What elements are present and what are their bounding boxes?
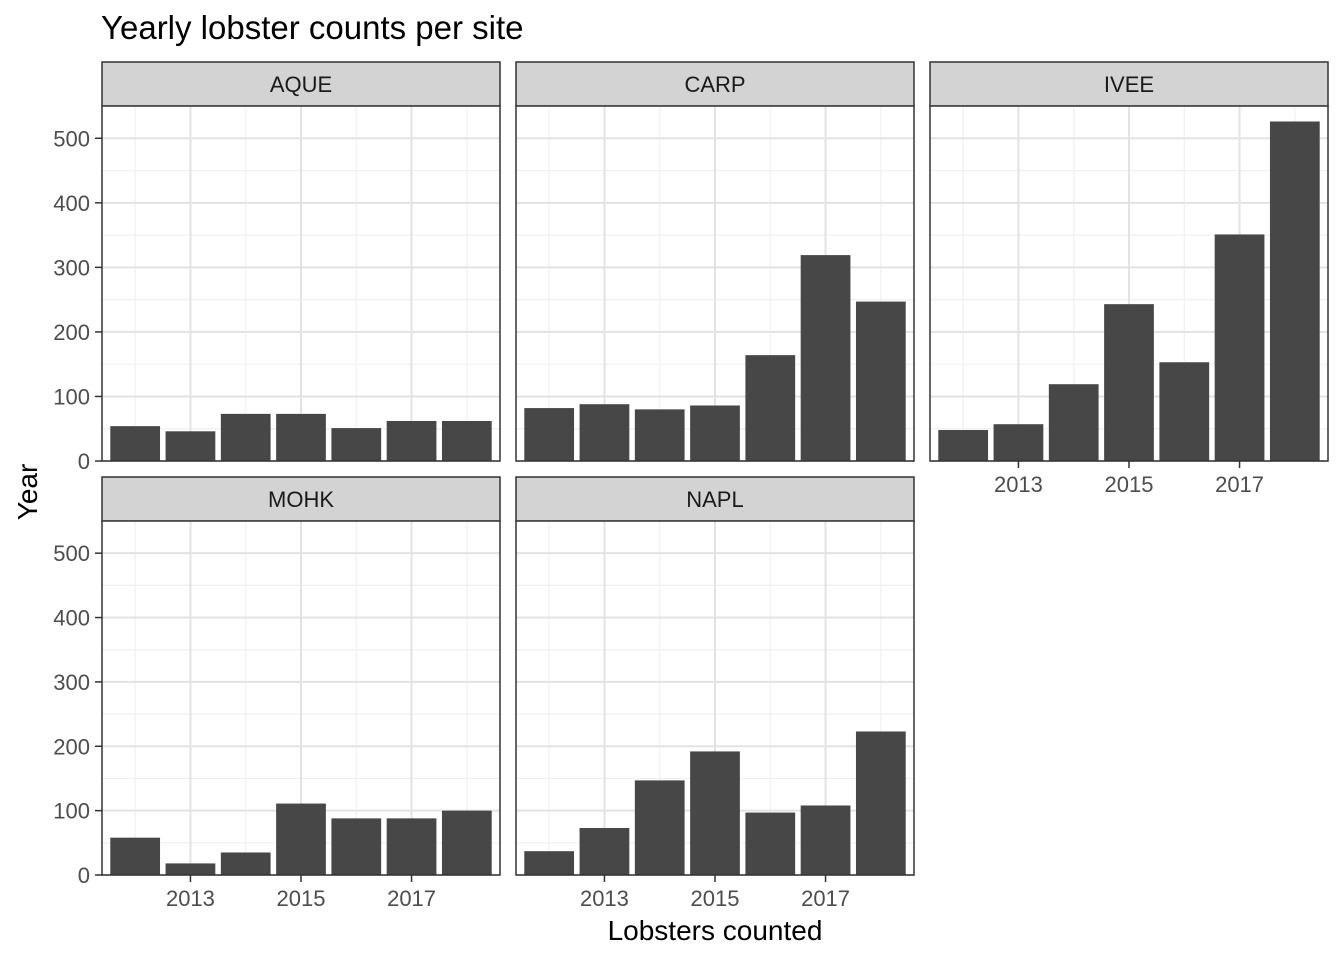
bar-aque-2015 <box>276 413 326 461</box>
facet-strip <box>101 476 501 522</box>
bar-ivee-2016 <box>1159 362 1210 461</box>
y-tick-label: 100 <box>53 384 90 409</box>
facet-carp: CARP <box>515 61 915 462</box>
bar-mohk-2013 <box>165 863 216 875</box>
x-tick-label: 2015 <box>277 886 326 911</box>
facet-ivee: IVEE 2013 2015 2017 <box>929 61 1329 497</box>
facet-aque: AQUE 0 100 200 300 400 500 <box>53 61 501 474</box>
y-tick-label: 300 <box>53 255 90 280</box>
y-tick-label: 400 <box>53 191 90 216</box>
facet-strip-label: MOHK <box>268 487 334 512</box>
facet-strip-label: IVEE <box>1104 72 1154 97</box>
facet-strip-label: NAPL <box>686 487 743 512</box>
bar-aque-2012 <box>110 426 161 461</box>
bar-mohk-2016 <box>331 818 382 875</box>
x-tick-label: 2013 <box>994 472 1043 497</box>
bar-aque-2014 <box>220 413 271 461</box>
panel-border <box>101 105 501 462</box>
facet-napl: NAPL 2013 2015 2017 <box>515 476 915 911</box>
chart-title: Yearly lobster counts per site <box>101 9 524 46</box>
bar-napl-2015 <box>690 751 740 875</box>
bar-napl-2013 <box>579 828 630 875</box>
bar-aque-2016 <box>331 428 382 461</box>
facet-mohk: MOHK 0 100 200 300 400 500 2013 2015 2017 <box>53 476 501 911</box>
bar-mohk-2015 <box>276 803 326 875</box>
bar-mohk-2018 <box>441 810 492 875</box>
x-tick-label: 2013 <box>580 886 629 911</box>
bar-napl-2012 <box>524 851 575 875</box>
y-tick-label: 400 <box>53 606 90 631</box>
bar-aque-2018 <box>441 420 492 461</box>
y-tick-label: 200 <box>53 320 90 345</box>
bar-napl-2017 <box>800 805 851 875</box>
bar-mohk-2014 <box>220 852 271 875</box>
x-tick-label: 2015 <box>691 886 740 911</box>
bar-ivee-2017 <box>1214 234 1265 461</box>
bar-aque-2017 <box>386 420 437 461</box>
y-tick-label: 0 <box>78 863 90 888</box>
bar-carp-2018 <box>855 301 906 461</box>
facet-panels: AQUE 0 100 200 300 400 500 CARP IVEE 2013 2015 2017… <box>53 61 1329 911</box>
facet-strip <box>929 61 1329 107</box>
bar-mohk-2017 <box>386 818 437 875</box>
bar-ivee-2015 <box>1104 304 1154 461</box>
bar-ivee-2014 <box>1048 384 1099 461</box>
bar-carp-2017 <box>800 255 851 461</box>
facet-strip <box>515 476 915 522</box>
x-tick-label: 2017 <box>1215 472 1264 497</box>
bar-ivee-2012 <box>938 430 989 461</box>
bar-carp-2015 <box>690 405 740 461</box>
bar-carp-2013 <box>579 404 630 461</box>
x-tick-label: 2013 <box>166 886 215 911</box>
panel-border <box>515 105 915 462</box>
y-tick-label: 100 <box>53 799 90 824</box>
x-tick-label: 2015 <box>1105 472 1154 497</box>
facet-strip <box>101 61 501 107</box>
y-tick-label: 200 <box>53 734 90 759</box>
x-tick-label: 2017 <box>801 886 850 911</box>
facet-strip-label: CARP <box>684 72 745 97</box>
bar-carp-2014 <box>634 409 685 461</box>
bar-ivee-2013 <box>993 424 1044 461</box>
y-tick-label: 500 <box>53 541 90 566</box>
bar-aque-2013 <box>165 431 216 461</box>
bar-ivee-2018 <box>1269 121 1320 461</box>
x-tick-label: 2017 <box>387 886 436 911</box>
x-axis-label: Lobsters counted <box>608 915 823 946</box>
y-tick-label: 300 <box>53 670 90 695</box>
y-axis-label: Year <box>12 464 43 521</box>
facet-strip-label: AQUE <box>270 72 332 97</box>
bar-napl-2018 <box>855 731 906 875</box>
bar-carp-2012 <box>524 408 575 461</box>
bar-napl-2016 <box>745 812 796 875</box>
bar-mohk-2012 <box>110 837 161 875</box>
bar-napl-2014 <box>634 780 685 875</box>
y-tick-label: 500 <box>53 126 90 151</box>
bar-carp-2016 <box>745 355 796 461</box>
y-tick-label: 0 <box>78 449 90 474</box>
